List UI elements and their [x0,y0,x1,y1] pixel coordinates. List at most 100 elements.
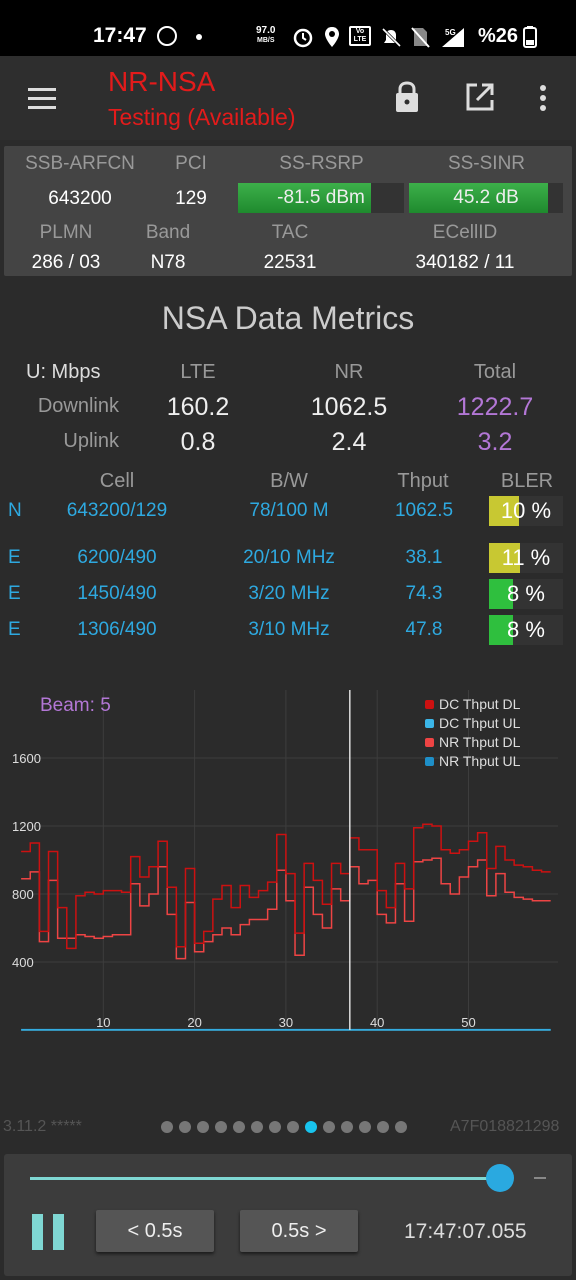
y-tick-label: 800 [12,887,34,902]
value-ss-sinr: 45.2 dB [453,187,519,208]
cell-throughput: 47.8 [405,619,443,640]
cell-throughput: 38.1 [405,547,443,568]
playback-timestamp: 17:47:07.055 [404,1220,527,1243]
y-tick-label: 1600 [12,751,41,766]
net-speed-unit: MB/S [256,37,275,44]
page-dot[interactable] [161,1121,173,1133]
page-dot[interactable] [395,1121,407,1133]
value-band: N78 [150,252,186,273]
cell-bandwidth: 78/100 M [249,500,329,521]
label-ss-rsrp: SS-RSRP [279,153,364,174]
cell-bandwidth: 20/10 MHz [243,547,335,568]
lock-icon[interactable] [393,80,421,114]
sinr-meter: 45.2 dB [409,183,563,213]
legend-label: NR Thput UL [439,753,521,769]
status-time: 17:47 [93,24,147,47]
value-plmn: 286 / 03 [31,252,101,273]
dl-nr: 1062.5 [310,393,388,421]
x-tick-label: 40 [370,1015,384,1030]
playback-slider-track[interactable] [30,1177,501,1180]
x-tick-label: 30 [279,1015,293,1030]
bler-value: 8 % [507,581,545,606]
bler-value: 10 % [500,498,552,523]
network-type: 5G [445,28,456,37]
label-ss-sinr: SS-SINR [447,153,526,174]
menu-icon[interactable] [28,88,56,110]
label-ecellid: ECellID [432,222,498,243]
battery-percent: %26 [478,25,519,47]
page-dot[interactable] [251,1121,263,1133]
chart-legend: DC Thput DL DC Thput UL NR Thput DL NR Thpu… [425,695,520,771]
cell-id: 1450/490 [77,583,157,604]
playback-slider-remaining[interactable] [534,1177,546,1179]
playback-slider-thumb[interactable] [486,1164,515,1192]
x-tick-label: 50 [461,1015,475,1030]
legend-swatch [425,719,434,728]
downlink-label: Downlink [37,395,119,417]
label-pci: PCI [175,153,207,174]
step-back-button[interactable]: < 0.5s [96,1210,214,1252]
cell-type: E [8,547,21,568]
notifications-off-icon [381,27,402,48]
no-sim-icon [411,27,430,48]
bler-meter-fill [489,579,514,609]
label-band: Band [145,222,191,243]
cell-bandwidth: 3/20 MHz [248,583,330,604]
page-dot[interactable] [197,1121,209,1133]
x-tick-label: 10 [96,1015,110,1030]
page-dot[interactable] [305,1121,317,1133]
open-external-icon[interactable] [465,82,495,112]
cell-bandwidth: 3/10 MHz [248,619,330,640]
page-dot[interactable] [341,1121,353,1133]
page-dot[interactable] [215,1121,227,1133]
page-dot[interactable] [323,1121,335,1133]
net-speed: 97.0 MB/S [256,26,275,46]
more-options-icon[interactable] [537,84,549,112]
page-dot[interactable] [233,1121,245,1133]
bler-meter-fill [489,615,514,645]
series-line [21,823,551,950]
legend-label: DC Thput UL [439,715,521,731]
cell-throughput: 1062.5 [394,500,454,521]
value-tac: 22531 [263,252,317,273]
cell-type: N [8,500,22,521]
cell-type: E [8,583,21,604]
value-ecellid: 340182 / 11 [415,252,515,273]
cell-throughput: 74.3 [405,583,443,604]
value-ss-rsrp: -81.5 dBm [277,187,365,208]
page-dot[interactable] [359,1121,371,1133]
ul-lte: 0.8 [180,428,216,456]
cell-id: 643200/129 [66,500,168,521]
bler-value: 11 % [501,545,551,570]
legend-item: NR Thput UL [425,752,520,771]
header-cell: Cell [99,470,135,492]
whatsapp-icon [157,26,177,46]
bler-meter: 11 % [489,543,563,573]
legend-swatch [425,700,434,709]
signal-5g-icon: 5G [442,28,464,47]
pause-icon[interactable] [32,1214,64,1250]
legend-swatch [425,757,434,766]
legend-item: DC Thput DL [425,695,520,714]
col-total: Total [473,361,517,383]
page-dot[interactable] [287,1121,299,1133]
page-dot[interactable] [179,1121,191,1133]
metrics-title: NSA Data Metrics [161,300,415,336]
beam-label: Beam: 5 [40,695,111,716]
unit-label: U: Mbps [26,361,101,383]
legend-label: DC Thput DL [439,696,521,712]
ul-total: 3.2 [477,428,513,456]
legend-item: NR Thput DL [425,733,520,752]
col-nr: NR [334,361,364,383]
page-dot[interactable] [269,1121,281,1133]
step-forward-button[interactable]: 0.5s > [240,1210,358,1252]
volte-icon: Vo LTE [349,26,371,46]
page-dot[interactable] [377,1121,389,1133]
notification-dot-icon [196,34,202,40]
ul-nr: 2.4 [331,428,367,456]
rsrp-meter-fill [238,183,371,213]
bler-value: 8 % [507,617,545,642]
value-pci: 129 [175,188,207,209]
location-icon [325,27,339,47]
header-bler: BLER [500,470,554,492]
